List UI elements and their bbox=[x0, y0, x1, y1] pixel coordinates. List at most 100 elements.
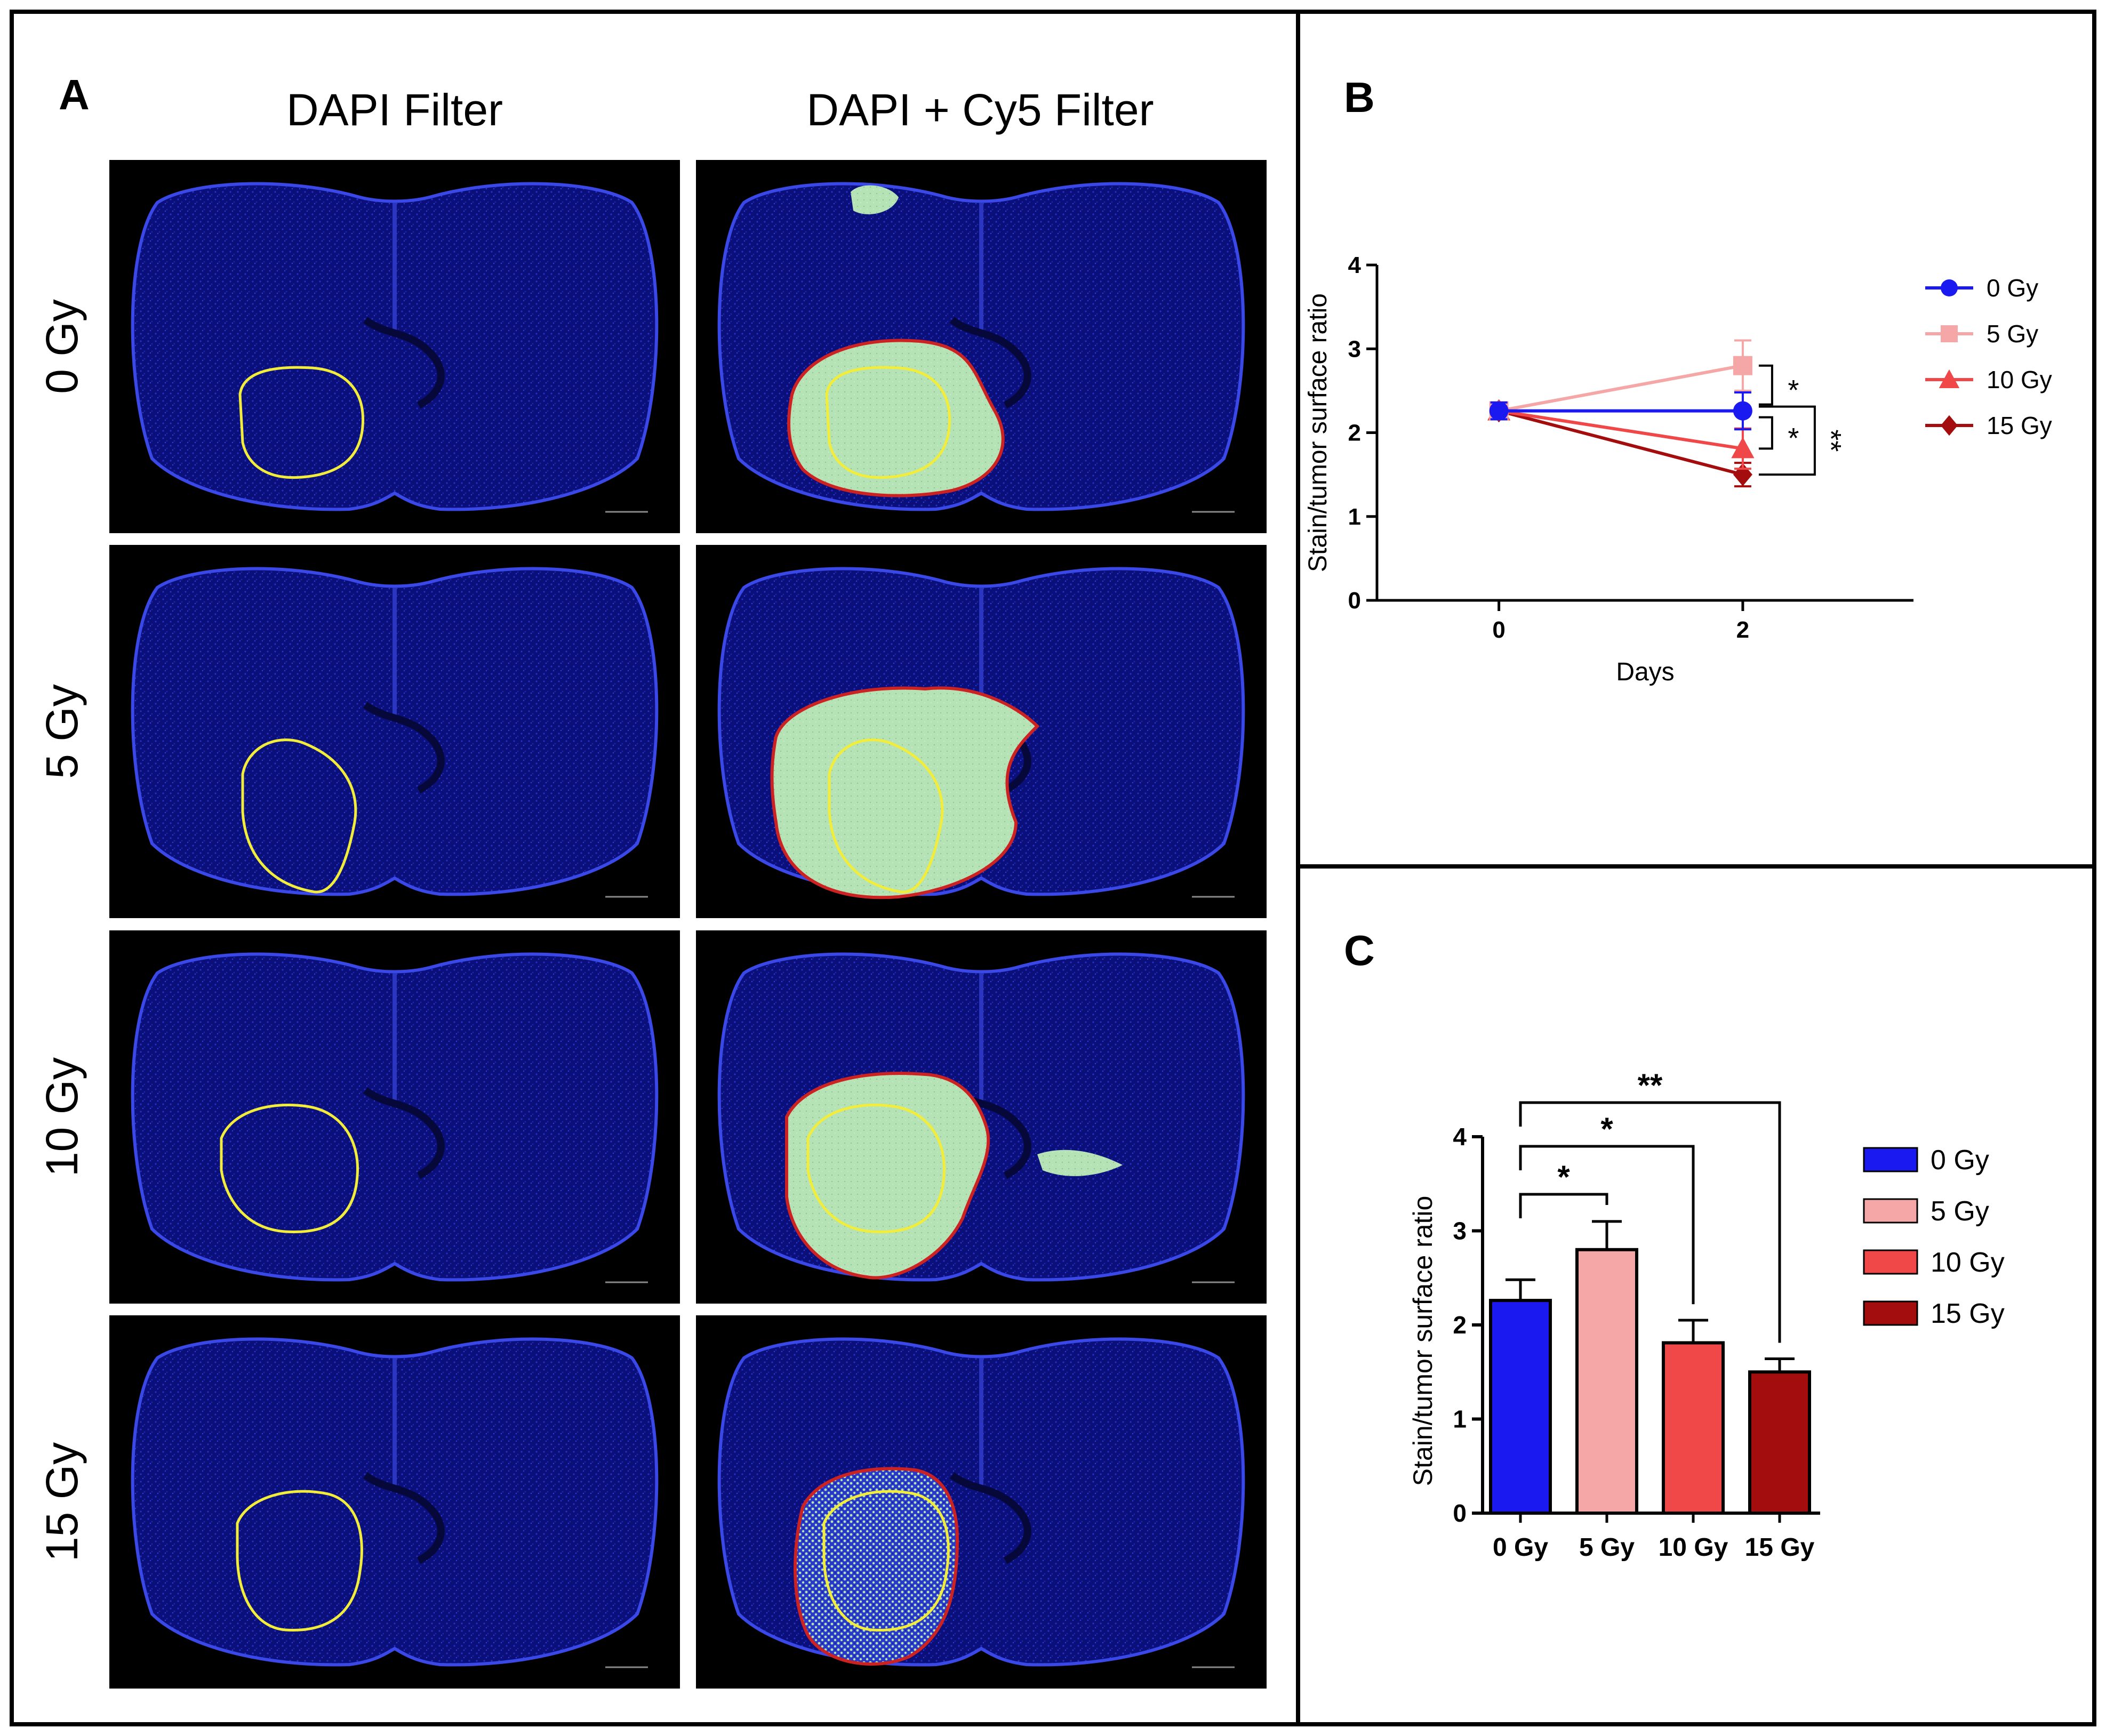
bar-10-gy bbox=[1662, 1341, 1725, 1515]
micrograph-r3-c1 bbox=[696, 1315, 1267, 1689]
panel-a: A DAPI Filter DAPI + Cy5 Filter 0 Gy 5 Gy… bbox=[37, 71, 1267, 1689]
micrograph-r2-c1 bbox=[696, 930, 1267, 1304]
panel-c: C 0 1 2 3 4 Stain/tumor surface ratio 0 Gy 5 Gy… bbox=[1344, 927, 2005, 1562]
tumor-outline bbox=[236, 1490, 363, 1631]
legend-label: 5 Gy bbox=[1987, 320, 2038, 348]
cy5-stain-region bbox=[787, 339, 1005, 497]
legend-label: 5 Gy bbox=[1931, 1196, 1989, 1227]
y-axis-label: Stain/tumor surface ratio bbox=[1408, 1196, 1438, 1486]
y-tick-label: 2 bbox=[1348, 420, 1361, 446]
y-axis-label: Stain/tumor surface ratio bbox=[1304, 293, 1332, 572]
brain-section bbox=[131, 1337, 659, 1667]
ventricle bbox=[363, 1087, 445, 1179]
legend-label: 0 Gy bbox=[1931, 1145, 1989, 1176]
legend-swatch bbox=[1863, 1300, 1918, 1326]
x-axis-label: Days bbox=[1616, 658, 1674, 686]
column-label-dapi: DAPI Filter bbox=[286, 85, 503, 135]
significance-bracket bbox=[1519, 1101, 1781, 1343]
cy5-stain-spot bbox=[1037, 1150, 1123, 1176]
point-marker bbox=[1939, 369, 1960, 388]
x-tick-label: 0 Gy bbox=[1493, 1533, 1548, 1562]
significance-label: * bbox=[1788, 422, 1799, 454]
bar-5-gy bbox=[1575, 1248, 1638, 1515]
micrograph-r0-c1 bbox=[696, 160, 1267, 533]
y-tick-label: 2 bbox=[1453, 1311, 1467, 1339]
y-tick-label: 3 bbox=[1453, 1217, 1467, 1245]
panel-a-letter: A bbox=[59, 71, 90, 118]
micrograph-r1-c1 bbox=[696, 545, 1267, 918]
significance-bracket bbox=[1758, 405, 1816, 476]
tumor-outline bbox=[220, 1104, 359, 1234]
row-label: 5 Gy bbox=[37, 684, 87, 778]
ventricle bbox=[949, 317, 1031, 409]
legend-label: 15 Gy bbox=[1987, 412, 2052, 439]
tumor-outline bbox=[825, 366, 951, 479]
significance-bracket bbox=[1758, 364, 1773, 406]
point-marker bbox=[1733, 356, 1752, 375]
row-label: 15 Gy bbox=[37, 1442, 87, 1562]
legend-label: 10 Gy bbox=[1987, 366, 2052, 393]
significance-bracket bbox=[1519, 1145, 1695, 1305]
point-marker bbox=[1941, 279, 1958, 296]
significance-label: * bbox=[1788, 374, 1799, 406]
y-tick-label: 1 bbox=[1348, 504, 1361, 530]
micrograph-r1-c0 bbox=[109, 545, 680, 918]
series-line bbox=[1499, 364, 1743, 413]
ventricle bbox=[363, 1472, 445, 1564]
significance-bracket bbox=[1758, 416, 1773, 450]
micrograph-r2-c0 bbox=[109, 930, 680, 1304]
row-label: 0 Gy bbox=[37, 299, 87, 393]
cy5-stain-region bbox=[785, 1072, 990, 1280]
y-tick-label: 0 bbox=[1348, 588, 1361, 614]
significance-bracket bbox=[1519, 1193, 1608, 1218]
y-tick-label: 4 bbox=[1453, 1123, 1467, 1151]
legend-swatch bbox=[1863, 1249, 1918, 1275]
point-marker bbox=[1489, 401, 1509, 421]
y-tick-label: 0 bbox=[1453, 1499, 1467, 1527]
legend-label: 15 Gy bbox=[1931, 1298, 2005, 1329]
x-tick-label: 5 Gy bbox=[1579, 1533, 1635, 1562]
ventricle bbox=[363, 702, 445, 794]
cy5-stain-spot bbox=[851, 185, 899, 214]
point-marker bbox=[1731, 437, 1755, 459]
x-tick-label: 10 Gy bbox=[1659, 1533, 1728, 1562]
significance-label: * bbox=[1557, 1159, 1570, 1195]
significance-label: * bbox=[1600, 1111, 1613, 1147]
series-line bbox=[1499, 409, 1743, 451]
x-tick-label: 2 bbox=[1736, 617, 1749, 643]
tumor-outline bbox=[238, 366, 365, 479]
tumor-outline bbox=[828, 738, 944, 894]
x-tick-label: 15 Gy bbox=[1745, 1533, 1815, 1562]
point-marker bbox=[1941, 325, 1958, 342]
column-label-dapi-cy5: DAPI + Cy5 Filter bbox=[806, 85, 1154, 135]
tumor-outline bbox=[806, 1104, 946, 1234]
row-label: 10 Gy bbox=[37, 1057, 87, 1177]
brain-section bbox=[131, 182, 659, 511]
legend-swatch bbox=[1863, 1198, 1918, 1224]
ventricle bbox=[949, 1472, 1031, 1564]
brain-section bbox=[131, 952, 659, 1282]
legend-label: 0 Gy bbox=[1987, 274, 2038, 302]
point-marker bbox=[1733, 401, 1752, 421]
tumor-outline bbox=[241, 738, 357, 894]
tumor-outline bbox=[822, 1490, 950, 1631]
y-tick-label: 4 bbox=[1348, 252, 1362, 278]
series-5-gy bbox=[1489, 339, 1752, 421]
x-tick-label: 0 bbox=[1492, 617, 1505, 643]
micrograph-r0-c0 bbox=[109, 160, 680, 533]
legend-label: 10 Gy bbox=[1931, 1247, 2005, 1278]
panel-c-letter: C bbox=[1344, 927, 1375, 974]
legend-swatch bbox=[1863, 1147, 1918, 1172]
bar-0-gy bbox=[1489, 1299, 1552, 1515]
ventricle bbox=[363, 317, 445, 409]
series-line bbox=[1498, 409, 1743, 477]
panel-b-letter: B bbox=[1344, 74, 1375, 121]
significance-label: ** bbox=[1638, 1067, 1663, 1103]
y-tick-label: 3 bbox=[1348, 336, 1361, 362]
point-marker bbox=[1941, 415, 1958, 436]
bar-15-gy bbox=[1748, 1370, 1811, 1515]
significance-label: ** bbox=[1815, 429, 1847, 452]
micrograph-r3-c0 bbox=[109, 1315, 680, 1689]
